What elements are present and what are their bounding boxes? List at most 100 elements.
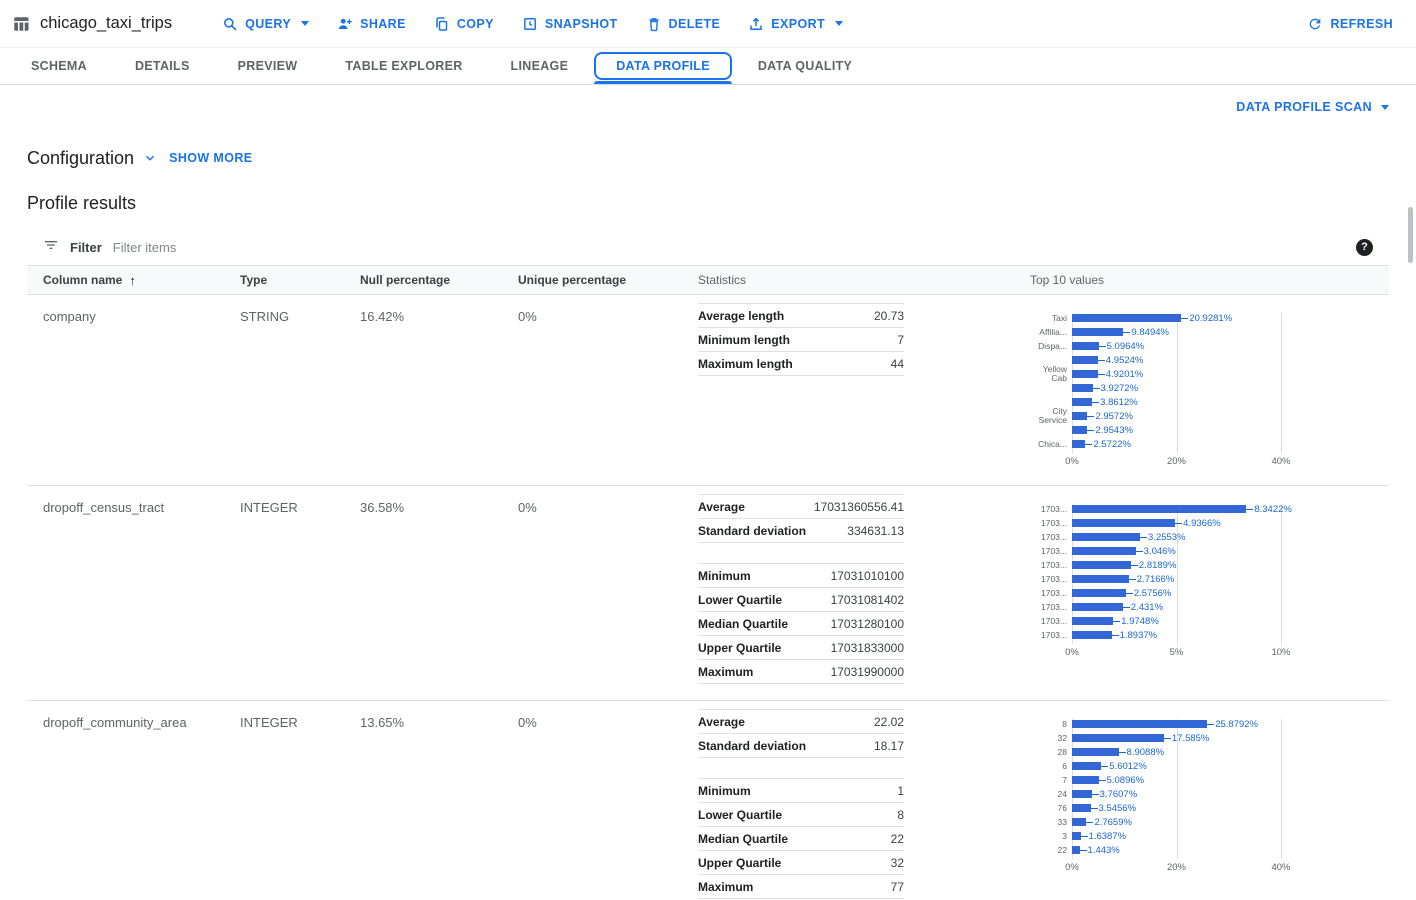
chart-bar (1072, 720, 1208, 728)
table-icon (12, 15, 30, 33)
chart-bar-label: 28 (1057, 746, 1067, 757)
toolbar-button-label: SNAPSHOT (544, 16, 618, 31)
chart-bar-row: 1703... 2.7166% (1030, 572, 1341, 586)
delete-button[interactable]: DELETE (644, 12, 723, 36)
chart-bar (1072, 603, 1123, 611)
stat-value: 44 (890, 356, 904, 371)
column-header-label: Top 10 values (1030, 273, 1105, 287)
chart-bar-value: 8.3422% (1254, 503, 1292, 515)
chart-bar-plot: 5.6012% (1072, 759, 1341, 773)
unique-percentage-cell: 0% (518, 500, 537, 515)
copy-button[interactable]: COPY (432, 12, 496, 36)
chart-bar-value: 3.2553% (1148, 531, 1186, 543)
filter-input[interactable] (112, 239, 1345, 255)
tab-data-quality[interactable]: DATA QUALITY (734, 48, 876, 84)
chart-bar-value: 5.6012% (1109, 760, 1147, 772)
toolbar-button-label: EXPORT (771, 16, 826, 31)
tab-data-profile[interactable]: DATA PROFILE (592, 48, 734, 84)
chart-bar-plot: 3.9272% (1072, 381, 1341, 395)
chart-bar-value: 4.9201% (1105, 368, 1144, 380)
chart-bar-label: 24 (1057, 788, 1067, 799)
chart-bar-row: 1703... 2.431% (1030, 600, 1341, 614)
chart-bar-plot: 3.7607% (1072, 787, 1341, 801)
chart-bar-label: 1703... (1041, 629, 1067, 640)
tab-details[interactable]: DETAILS (111, 48, 214, 84)
chart-axis-tick: 10% (1271, 647, 1291, 658)
top-values-chart: 1703... 8.3422% 1703... 4.9366% 1703... 3.255… (1030, 502, 1341, 660)
chart-bar-label: 1703... (1041, 573, 1067, 584)
search-icon (222, 16, 238, 32)
filter-icon (43, 237, 59, 258)
stat-label: Minimum length (698, 332, 790, 347)
toolbar: QUERY SHARE COPY SNAPSHOT DELETE EXPORT (220, 12, 845, 36)
tab-table-explorer[interactable]: TABLE EXPLORER (321, 48, 486, 84)
chart-bar-connector (1175, 522, 1183, 524)
chart-bar-connector (1097, 359, 1105, 361)
chart-bar-row: 3.9272% (1030, 381, 1341, 395)
help-icon[interactable]: ? (1356, 238, 1373, 256)
statistics-tables: Average length 20.73 Minimum length 7 Maximu… (698, 303, 904, 376)
stat-value: 17031280100 (830, 616, 904, 631)
vertical-scrollbar[interactable] (1408, 207, 1413, 263)
refresh-icon (1307, 16, 1323, 32)
chart-bar-label: Chica... (1038, 438, 1067, 449)
tab-label: DATA QUALITY (757, 59, 853, 73)
stat-value: 17031833000 (830, 640, 904, 655)
statistics-group: Average 22.02 Standard deviation 18.17 (698, 709, 904, 758)
stat-label: Standard deviation (698, 523, 807, 538)
chart-bar (1072, 561, 1131, 569)
stat-label: Minimum (698, 568, 751, 583)
show-more-button[interactable]: SHOW MORE (169, 151, 253, 165)
chevron-down-icon[interactable] (143, 151, 157, 165)
column-header-label: Statistics (698, 273, 747, 287)
chart-bar-plot: 2.9543% (1072, 423, 1341, 437)
statistics-cell: Average 22.02 Standard deviation 18.17 Minim… (698, 709, 1030, 899)
chart-bar-plot: 1.8937% (1072, 628, 1341, 642)
chart-bar-row: 4.9524% (1030, 353, 1341, 367)
statistics-tables: Average 17031360556.41 Standard deviation 3… (698, 494, 904, 684)
chart-bar-label: Yellow Cab (1042, 364, 1067, 383)
chart-bar-connector (1098, 779, 1106, 781)
statistics-group: Average length 20.73 Minimum length 7 Maximu… (698, 303, 904, 376)
chart-bar-label: 1703... (1041, 531, 1067, 542)
chart-bar-value: 5.0896% (1106, 774, 1145, 786)
stat-value: 8 (897, 807, 904, 822)
chart-bar (1072, 617, 1114, 625)
chart-gridline (1281, 313, 1282, 453)
stat-label: Median Quartile (698, 831, 789, 846)
stat-label: Lower Quartile (698, 592, 783, 607)
column-header-column-name[interactable]: Column name ↑ (43, 273, 240, 288)
stat-label: Average (698, 714, 745, 729)
tab-preview[interactable]: PREVIEW (214, 48, 322, 84)
query-button[interactable]: QUERY (220, 12, 311, 36)
tab-schema[interactable]: SCHEMA (7, 48, 111, 84)
stat-value: 1 (897, 783, 904, 798)
chart-bar-label: 8 (1062, 718, 1067, 729)
chart-bar-row: 3.8612% (1030, 395, 1341, 409)
stat-row: Standard deviation 334631.13 (698, 519, 904, 543)
tab-label: DATA PROFILE (594, 52, 732, 80)
chart-bar-connector (1128, 578, 1136, 580)
statistics-group: Average 17031360556.41 Standard deviation 3… (698, 494, 904, 543)
tab-lineage[interactable]: LINEAGE (487, 48, 593, 84)
snapshot-button[interactable]: SNAPSHOT (520, 12, 620, 36)
refresh-button[interactable]: REFRESH (1305, 12, 1395, 36)
chart-bar-label: Affilia... (1039, 326, 1067, 337)
tab-bar: SCHEMA DETAILS PREVIEW TABLE EXPLORER LINEAG… (0, 48, 1416, 85)
chart-bar-label: 3 (1062, 830, 1067, 841)
chart-axis-tick: 0% (1065, 647, 1079, 658)
stat-value: 32 (890, 855, 904, 870)
share-button[interactable]: SHARE (335, 12, 408, 36)
chart-bar-row: City Service 2.9572% (1030, 407, 1341, 425)
export-button[interactable]: EXPORT (746, 12, 845, 36)
chart-bar-value: 2.431% (1130, 601, 1164, 613)
stat-value: 7 (897, 332, 904, 347)
chart-bar-connector (1090, 807, 1098, 809)
statistics-tables: Average 22.02 Standard deviation 18.17 Minim… (698, 709, 904, 899)
data-profile-scan-menu[interactable]: DATA PROFILE SCAN (1236, 97, 1389, 117)
export-icon (748, 16, 764, 32)
stat-row: Minimum 17031010100 (698, 564, 904, 588)
chart-gridline (1072, 313, 1073, 453)
chart-bar-plot: 4.9201% (1072, 367, 1341, 381)
chart-bar-value: 3.7607% (1099, 788, 1138, 800)
